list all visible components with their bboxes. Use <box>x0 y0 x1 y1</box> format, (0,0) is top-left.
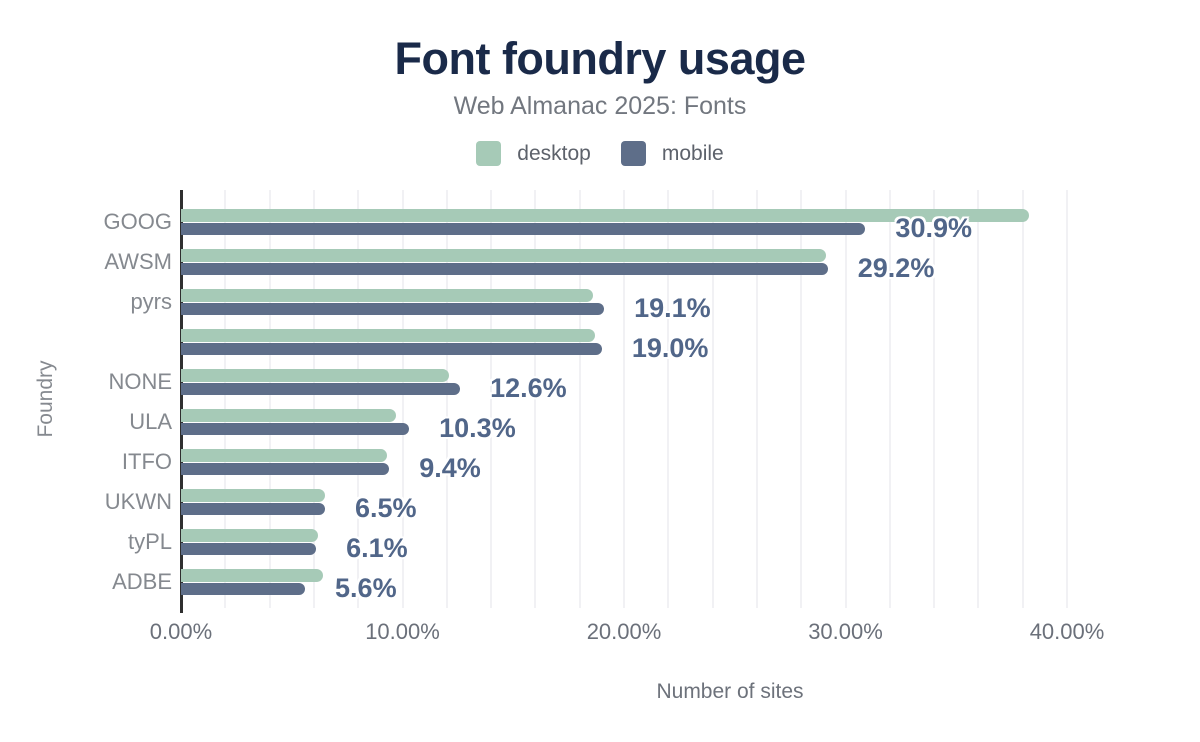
data-label-tyPL: 6.1% <box>346 533 408 563</box>
gridline <box>933 190 936 608</box>
gridline <box>401 190 404 608</box>
legend-label: mobile <box>661 141 724 165</box>
mobile-swatch-icon <box>620 141 646 166</box>
category-label-pyrs: pyrs <box>130 289 172 314</box>
gridline <box>755 190 758 608</box>
legend-label: desktop <box>517 141 591 165</box>
bar-mobile-AWSM[interactable] <box>181 262 828 275</box>
bar-mobile-tyPL[interactable] <box>181 542 317 555</box>
gridline <box>888 190 891 608</box>
gridline <box>268 190 271 608</box>
x-tick-label: 30.00% <box>808 619 883 644</box>
legend-item-mobile[interactable]: mobile <box>620 141 724 166</box>
bar-mobile-pyrs[interactable] <box>181 302 605 315</box>
gridline <box>490 190 493 608</box>
x-tick-label: 20.00% <box>586 619 662 644</box>
category-label-ADBE: ADBE <box>112 569 172 594</box>
gridline <box>623 190 625 608</box>
data-label-UKWN: 6.5% <box>354 493 417 523</box>
gridline <box>1021 190 1024 608</box>
bar-mobile-ITFO[interactable] <box>181 462 390 475</box>
x-axis-title: Number of sites <box>656 680 804 703</box>
bar-mobile-UKWN[interactable] <box>181 502 325 515</box>
data-label-NONE: 12.6% <box>490 373 567 403</box>
category-label-tyPL: tyPL <box>127 529 172 554</box>
gridline <box>1066 190 1068 608</box>
bar-desktop-NONE[interactable] <box>181 369 449 382</box>
gridline <box>312 190 315 608</box>
gridline <box>711 190 714 608</box>
gridline <box>224 190 227 608</box>
bar-desktop-pyrs[interactable] <box>181 289 593 302</box>
data-label-ADBE: 5.6% <box>335 573 397 603</box>
data-label-ULA: 10.3% <box>439 413 516 443</box>
gridline <box>800 190 803 608</box>
gridline <box>977 190 980 608</box>
bar-desktop-AWSM[interactable] <box>181 249 826 262</box>
chart-title: Font foundry usage <box>394 33 807 84</box>
bar-desktop-tyPL[interactable] <box>181 529 319 542</box>
bar-mobile-NONE[interactable] <box>181 382 461 395</box>
chart-subtitle: Web Almanac 2025: Fonts <box>453 92 747 120</box>
bar-desktop-GOOG[interactable] <box>181 209 1030 222</box>
data-label-pyrs: 19.1% <box>634 293 711 323</box>
gridline <box>357 190 360 608</box>
data-label-AWSM: 29.2% <box>857 253 935 283</box>
category-label-GOOG: GOOG <box>103 209 172 234</box>
bar-desktop-ADBE[interactable] <box>181 569 323 582</box>
x-tick-label: 40.00% <box>1029 619 1105 644</box>
x-tick-label: 0.00% <box>149 619 213 644</box>
x-tick-label: 10.00% <box>365 619 440 644</box>
category-label-ITFO: ITFO <box>121 449 172 474</box>
y-axis-line <box>180 190 183 613</box>
category-label-NONE: NONE <box>108 369 172 394</box>
bar-mobile-blank[interactable] <box>181 342 602 355</box>
gridline <box>578 190 581 608</box>
data-label-blank: 19.0% <box>631 333 709 363</box>
data-label-ITFO: 9.4% <box>419 453 481 483</box>
category-label-AWSM: AWSM <box>104 249 172 274</box>
data-label-GOOG: 30.9% <box>895 213 972 243</box>
desktop-swatch-icon <box>476 141 502 166</box>
bar-desktop-blank[interactable] <box>181 329 596 342</box>
bar-mobile-GOOG[interactable] <box>181 222 866 235</box>
legend-item-desktop[interactable]: desktop <box>476 141 591 166</box>
gridline <box>844 190 847 608</box>
bar-desktop-UKWN[interactable] <box>181 489 325 502</box>
bar-desktop-ULA[interactable] <box>181 409 396 422</box>
bar-mobile-ULA[interactable] <box>181 422 410 435</box>
gridline <box>445 190 448 608</box>
bar-mobile-ADBE[interactable] <box>181 582 306 595</box>
bar-desktop-ITFO[interactable] <box>181 449 387 462</box>
category-label-UKWN: UKWN <box>104 489 172 514</box>
gridline <box>534 190 537 608</box>
category-label-ULA: ULA <box>129 409 172 434</box>
legend: desktop mobile <box>0 141 1200 166</box>
gridline <box>667 190 670 608</box>
